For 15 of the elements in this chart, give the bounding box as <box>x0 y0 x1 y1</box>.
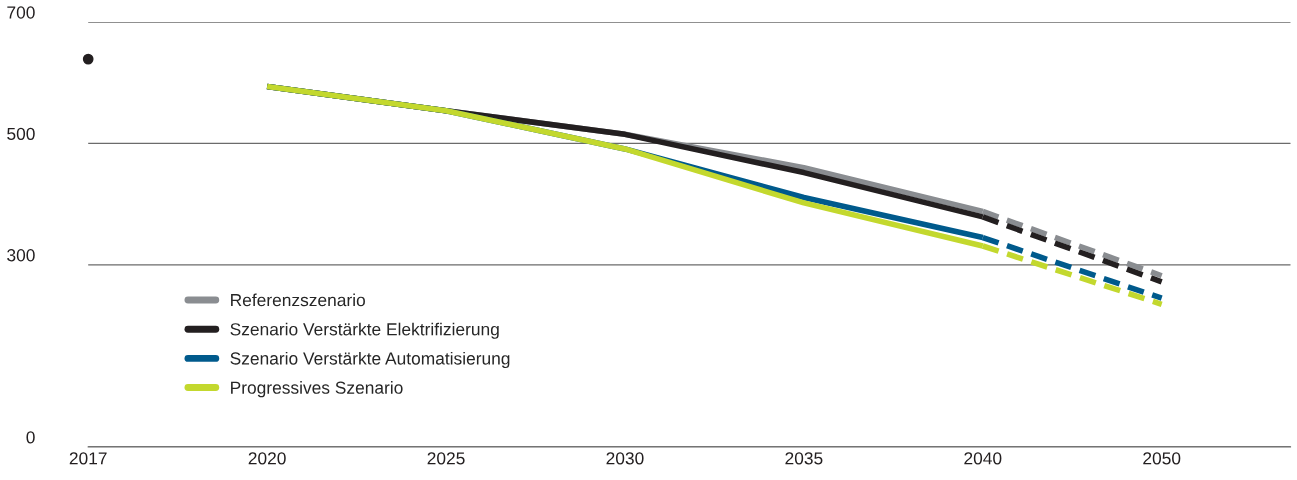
legend-label: Szenario Verstärkte Automatisierung <box>230 351 510 369</box>
y-tick-label: 700 <box>7 6 35 19</box>
x-tick-label: 2050 <box>1143 452 1181 465</box>
x-tick-label: 2020 <box>248 452 286 465</box>
y-tick-label: 0 <box>26 431 35 444</box>
x-tick-label: 2035 <box>785 452 823 465</box>
legend-label: Szenario Verstärkte Elektrifizierung <box>230 322 499 339</box>
x-tick-label: 2040 <box>964 452 1002 465</box>
legend-label: Progressives Szenario <box>231 381 403 398</box>
x-tick-label: 2017 <box>69 452 107 465</box>
x-tick-label: 2025 <box>427 452 465 465</box>
y-tick-label: 300 <box>7 249 35 262</box>
legend-label: Referenzszenario <box>231 293 365 307</box>
x-tick-label: 2030 <box>606 452 644 465</box>
y-tick-label: 500 <box>7 127 35 141</box>
